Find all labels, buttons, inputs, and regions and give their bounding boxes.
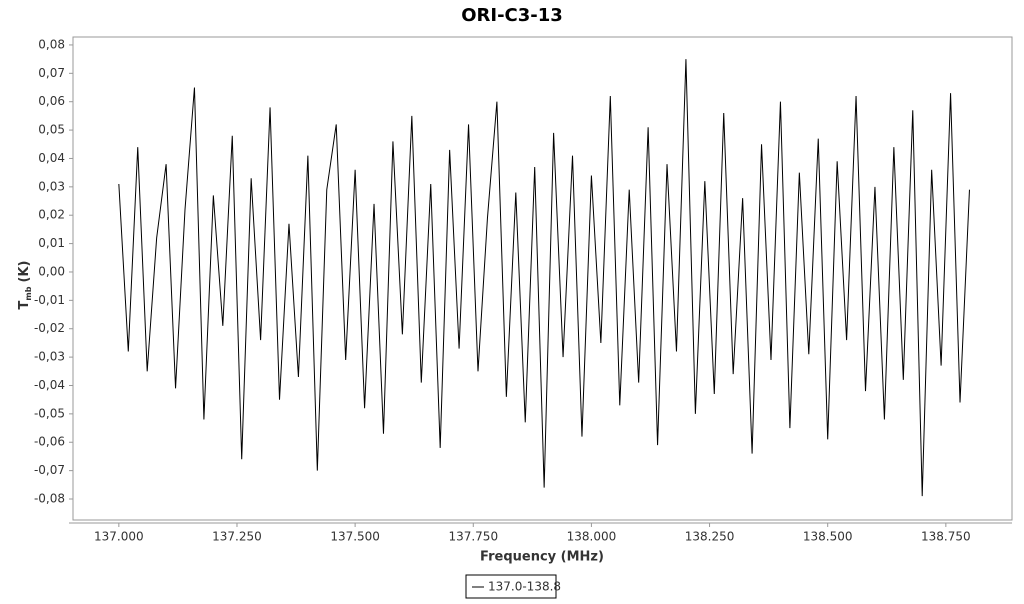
x-axis-title: Frequency (MHz): [480, 550, 604, 565]
y-axis-title: Tmb (K): [17, 261, 33, 310]
y-tick-label: -0,07: [34, 463, 65, 477]
legend-label: 137.0-138.8: [488, 580, 561, 594]
y-tick-label: 0,06: [38, 94, 65, 108]
y-tick-label: -0,05: [34, 406, 65, 420]
y-tick-label: 0,08: [38, 37, 65, 51]
plot-frame: [72, 36, 1013, 521]
y-tick-label: 0,03: [38, 179, 65, 193]
chart-title: ORI-C3-13: [461, 5, 563, 26]
y-axis-title-main: T: [17, 300, 32, 309]
y-axis-title-unit: (K): [17, 261, 32, 283]
x-tick-label: 138.500: [803, 530, 853, 544]
y-tick-label: 0,02: [38, 208, 65, 222]
x-tick-label: 138.000: [567, 530, 617, 544]
x-tick-label: 137.500: [330, 530, 380, 544]
x-tick-label: 137.750: [448, 530, 498, 544]
y-tick-label: 0,07: [38, 66, 65, 80]
y-tick-label: -0,03: [34, 350, 65, 364]
x-tick-label: 137.000: [94, 530, 144, 544]
y-tick-label: 0,01: [38, 236, 65, 250]
legend-frame: [465, 574, 557, 599]
y-tick-label: 0,04: [38, 151, 65, 165]
y-tick-label: -0,04: [34, 378, 65, 392]
series-line: [118, 59, 970, 497]
x-tick-label: 138.750: [921, 530, 971, 544]
y-tick-label: -0,06: [34, 435, 65, 449]
y-tick-label: -0,08: [34, 492, 65, 506]
y-tick-label: -0,02: [34, 321, 65, 335]
y-tick-label: 0,00: [38, 264, 65, 278]
y-axis-title-sub: mb: [24, 286, 33, 300]
y-tick-label: -0,01: [34, 293, 65, 307]
x-tick-label: 138.250: [685, 530, 735, 544]
legend: 137.0-138.8: [465, 574, 561, 599]
x-tick-label: 137.250: [212, 530, 262, 544]
y-tick-label: 0,05: [38, 123, 65, 137]
